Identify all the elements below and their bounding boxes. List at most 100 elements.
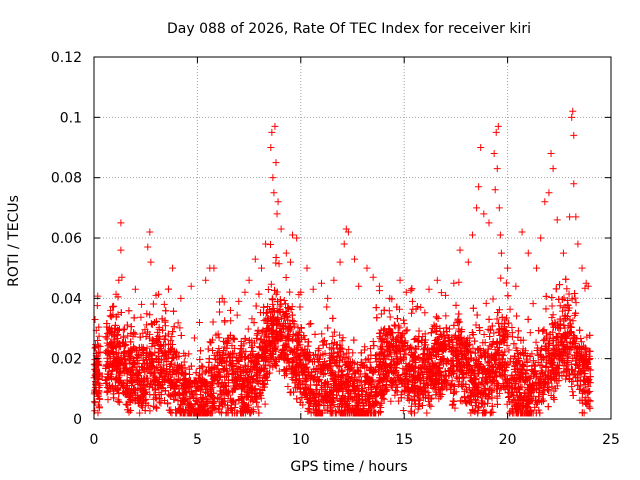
roti-point bbox=[190, 334, 198, 342]
roti-point bbox=[286, 288, 294, 296]
roti-point bbox=[181, 352, 189, 360]
roti-point bbox=[407, 286, 415, 294]
roti-point bbox=[174, 319, 182, 327]
roti-point bbox=[103, 350, 111, 358]
roti-point bbox=[327, 359, 335, 367]
roti-point bbox=[547, 391, 555, 399]
roti-point bbox=[425, 401, 433, 409]
roti-point bbox=[502, 279, 510, 287]
roti-point bbox=[292, 384, 300, 392]
roti-point bbox=[542, 292, 550, 300]
roti-point bbox=[439, 355, 447, 363]
roti-point bbox=[283, 350, 291, 358]
roti-point bbox=[282, 300, 290, 308]
roti-point bbox=[563, 365, 571, 373]
roti-point bbox=[293, 395, 301, 403]
roti-point bbox=[373, 351, 381, 359]
roti-point bbox=[329, 332, 337, 340]
roti-point bbox=[312, 350, 320, 358]
roti-point bbox=[160, 397, 168, 405]
roti-point bbox=[237, 345, 245, 353]
roti-point bbox=[394, 315, 402, 323]
roti-point bbox=[282, 273, 290, 281]
roti-point bbox=[212, 331, 220, 339]
roti-point bbox=[339, 350, 347, 358]
roti-point bbox=[223, 344, 231, 352]
roti-point bbox=[216, 408, 224, 416]
roti-point bbox=[127, 330, 135, 338]
roti-point bbox=[404, 392, 412, 400]
roti-point bbox=[146, 369, 154, 377]
roti-point bbox=[267, 280, 275, 288]
roti-point bbox=[323, 303, 331, 311]
roti-point bbox=[341, 354, 349, 362]
roti-point bbox=[114, 327, 122, 335]
roti-point bbox=[96, 395, 104, 403]
roti-point bbox=[169, 328, 177, 336]
roti-point bbox=[423, 409, 431, 417]
roti-point bbox=[571, 360, 579, 368]
roti-point bbox=[369, 338, 377, 346]
roti-point bbox=[284, 383, 292, 391]
roti-point bbox=[366, 345, 374, 353]
roti-point bbox=[303, 376, 311, 384]
roti-point bbox=[140, 360, 148, 368]
roti-point bbox=[94, 401, 102, 409]
roti-point bbox=[345, 345, 353, 353]
roti-point bbox=[508, 323, 516, 331]
roti-point bbox=[563, 285, 571, 293]
roti-point bbox=[494, 349, 502, 357]
roti-point bbox=[94, 409, 102, 417]
roti-point bbox=[450, 388, 458, 396]
roti-point bbox=[560, 344, 568, 352]
roti-point bbox=[500, 371, 508, 379]
roti-point bbox=[353, 360, 361, 368]
roti-point bbox=[153, 328, 161, 336]
roti-point bbox=[227, 317, 235, 325]
roti-point bbox=[114, 398, 122, 406]
roti-point bbox=[373, 391, 381, 399]
roti-point bbox=[358, 387, 366, 395]
roti-point bbox=[284, 337, 292, 345]
roti-point bbox=[380, 395, 388, 403]
roti-point bbox=[223, 367, 231, 375]
roti-point bbox=[161, 355, 169, 363]
roti-point bbox=[569, 317, 577, 325]
roti-point bbox=[410, 393, 418, 401]
roti-point bbox=[460, 392, 468, 400]
roti-point bbox=[250, 408, 258, 416]
roti-point bbox=[241, 335, 249, 343]
roti-point bbox=[578, 338, 586, 346]
roti-point bbox=[542, 363, 550, 371]
roti-point bbox=[120, 332, 128, 340]
roti-point bbox=[268, 295, 276, 303]
roti-point bbox=[155, 325, 163, 333]
roti-point bbox=[441, 342, 449, 350]
roti-point bbox=[262, 309, 270, 317]
roti-point bbox=[372, 352, 380, 360]
roti-point bbox=[130, 385, 138, 393]
roti-point bbox=[503, 314, 511, 322]
roti-point bbox=[104, 396, 112, 404]
roti-point bbox=[147, 361, 155, 369]
roti-point bbox=[252, 302, 260, 310]
roti-point bbox=[136, 409, 144, 417]
roti-point bbox=[428, 372, 436, 380]
roti-point bbox=[471, 337, 479, 345]
roti-point bbox=[259, 326, 267, 334]
roti-point bbox=[94, 389, 102, 397]
roti-point bbox=[482, 299, 490, 307]
roti-point bbox=[401, 350, 409, 358]
roti-point bbox=[190, 391, 198, 399]
roti-point bbox=[437, 289, 445, 297]
roti-point bbox=[562, 375, 570, 383]
roti-point bbox=[461, 351, 469, 359]
roti-point bbox=[468, 377, 476, 385]
roti-point bbox=[96, 349, 104, 357]
roti-point bbox=[403, 326, 411, 334]
roti-point bbox=[513, 346, 521, 354]
roti-point bbox=[93, 353, 101, 361]
roti-point bbox=[478, 365, 486, 373]
roti-point bbox=[396, 324, 404, 332]
roti-point bbox=[576, 376, 584, 384]
